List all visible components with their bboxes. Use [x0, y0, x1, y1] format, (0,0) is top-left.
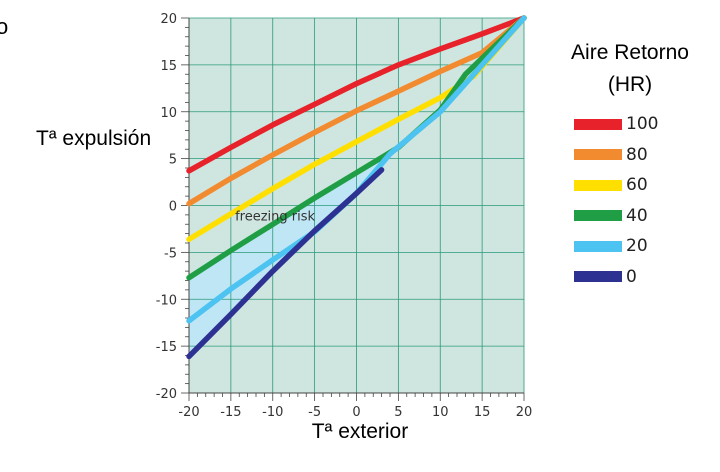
x-tick-label: 0 — [352, 405, 360, 420]
legend-item-rh-20: 20 — [574, 231, 658, 262]
x-axis-label: Tª exterior — [311, 420, 409, 443]
series-line-rh-40 — [186, 15, 527, 281]
x-tick-label: -5 — [308, 405, 321, 420]
x-tick-label: -10 — [262, 405, 283, 420]
legend-swatch — [574, 179, 622, 191]
y-tick-label: 10 — [160, 106, 177, 121]
y-tick-label: -20 — [156, 387, 177, 402]
x-tick-label: -20 — [178, 405, 199, 420]
legend-item-rh-60: 60 — [574, 170, 658, 201]
legend-title: Aire Retorno (HR) — [540, 37, 720, 101]
y-axis-label: Tª expulsión — [36, 127, 152, 150]
x-tick-label: 15 — [474, 405, 491, 420]
legend-swatch — [574, 149, 622, 161]
legend-item-rh-40: 40 — [574, 201, 658, 232]
freezing-risk-annotation: freezing risk — [235, 210, 315, 225]
y-tick-label: 15 — [160, 59, 177, 74]
legend-swatch — [574, 118, 622, 130]
legend-label: 100 — [626, 114, 659, 135]
axis-ticks: -20 -15 -10 -5 0 5 10 15 20 -20 -15 -10 -5 0 5 10 15 20 — [156, 12, 533, 420]
y-tick-label: -10 — [156, 293, 177, 308]
data-series — [186, 15, 527, 360]
clipped-text-fragment: o — [0, 14, 9, 39]
legend-label: 40 — [626, 205, 648, 226]
legend-item-rh-100: 100 — [574, 109, 658, 140]
series-line-rh-80 — [186, 15, 527, 207]
legend: 100 80 60 40 20 0 — [574, 109, 658, 292]
x-tick-label: 5 — [394, 405, 402, 420]
legend-swatch — [574, 210, 622, 222]
legend-label: 60 — [626, 175, 648, 196]
legend-title-line2: (HR) — [607, 73, 653, 96]
y-tick-label: -15 — [156, 340, 177, 355]
y-tick-label: -5 — [164, 246, 177, 261]
y-tick-label: 0 — [169, 200, 177, 215]
legend-swatch — [574, 240, 622, 252]
x-tick-label: 20 — [516, 405, 533, 420]
legend-item-rh-80: 80 — [574, 140, 658, 171]
legend-label: 20 — [626, 236, 648, 257]
legend-swatch — [574, 271, 622, 283]
x-tick-label: -15 — [220, 405, 241, 420]
legend-label: 0 — [626, 266, 637, 287]
series-line-rh-100 — [186, 15, 527, 174]
legend-item-rh-0: 0 — [574, 262, 658, 293]
legend-title-line1: Aire Retorno — [571, 41, 689, 64]
y-tick-label: 5 — [169, 153, 177, 168]
series-line-rh-0 — [186, 167, 385, 360]
legend-label: 80 — [626, 144, 648, 165]
y-tick-label: 20 — [160, 12, 177, 27]
x-tick-label: 10 — [432, 405, 449, 420]
